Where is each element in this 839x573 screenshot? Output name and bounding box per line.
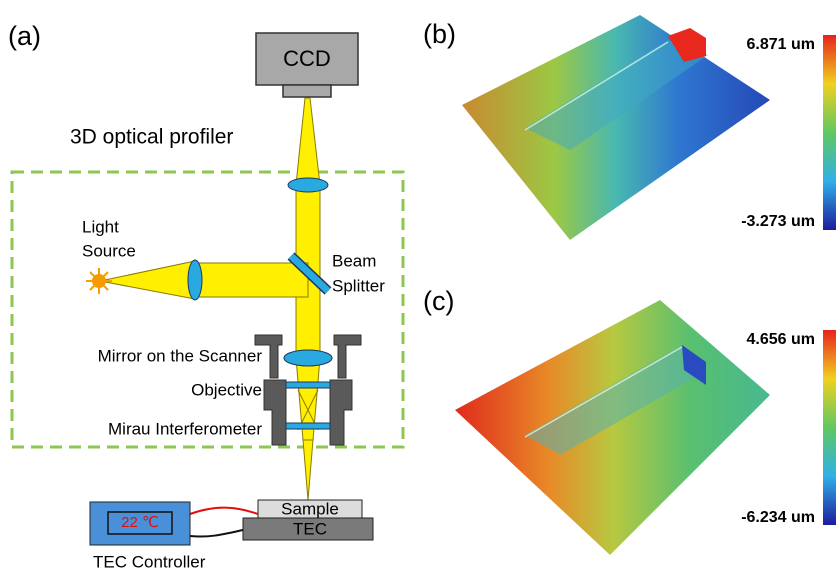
surface <box>455 300 770 555</box>
temperature: 22 ℃ <box>121 514 159 531</box>
beam <box>100 261 195 299</box>
holder <box>330 380 352 445</box>
colorbar <box>823 35 836 230</box>
ccd-label: CCD <box>283 46 331 71</box>
controller-label: TEC Controller <box>93 552 206 571</box>
beam <box>303 440 313 500</box>
surface <box>462 15 770 240</box>
holder <box>264 380 286 445</box>
lens <box>188 260 202 300</box>
wire <box>190 508 258 514</box>
holder <box>334 335 361 378</box>
mirau-label: Mirau Interferometer <box>108 419 262 438</box>
objective-label: Objective <box>191 380 262 399</box>
beam-splitter-label: Beam <box>332 251 376 270</box>
mirror <box>284 350 332 366</box>
objective <box>286 382 330 388</box>
beam <box>296 98 320 185</box>
colorbar-max: 4.656 um <box>747 331 815 348</box>
panel-label: (c) <box>423 286 454 316</box>
mirau <box>286 423 330 429</box>
light-source-label: Source <box>82 241 136 260</box>
light-source-label: Light <box>82 217 119 236</box>
light-beam <box>100 98 320 500</box>
panel-label: (b) <box>423 19 456 49</box>
colorbar-min: -3.273 um <box>741 213 815 230</box>
beam-splitter-label: Splitter <box>332 276 385 295</box>
panel-label: (a) <box>8 21 41 51</box>
colorbar-min: -6.234 um <box>741 509 815 526</box>
colorbar-max: 6.871 um <box>747 36 815 53</box>
sample-label: Sample <box>281 499 339 518</box>
beam <box>195 263 308 297</box>
lens <box>288 178 328 192</box>
tec-label: TEC <box>293 519 327 538</box>
light-source <box>92 274 106 288</box>
figure: (a) CCD 3D optical profiler Light Source… <box>0 0 839 573</box>
colorbar <box>823 330 836 525</box>
mirror-label: Mirror on the Scanner <box>98 346 263 365</box>
ccd-mount <box>283 85 331 97</box>
wire <box>190 530 243 537</box>
profiler-title: 3D optical profiler <box>70 126 233 149</box>
